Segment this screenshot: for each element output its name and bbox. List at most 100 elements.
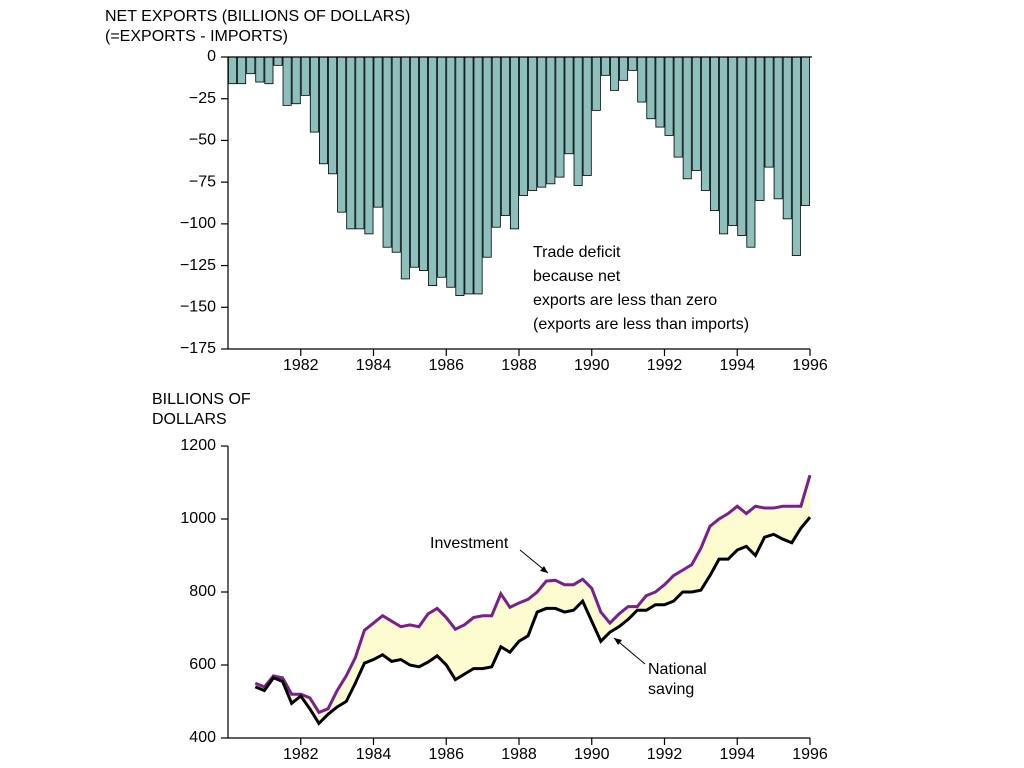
x-tick-label: 1986 <box>428 746 464 763</box>
bar <box>246 56 256 75</box>
bar <box>291 56 301 105</box>
x-tick-label: 1996 <box>792 746 828 763</box>
bar <box>728 56 738 226</box>
x-tick-label: 1982 <box>283 357 319 374</box>
x-tick-label: 1982 <box>283 746 319 763</box>
bar <box>300 56 310 96</box>
bar <box>691 56 701 171</box>
y-tick-label: −175 <box>180 340 216 357</box>
series-line <box>254 474 812 715</box>
bar <box>537 56 547 188</box>
bar <box>346 56 356 230</box>
bar <box>228 56 238 85</box>
bar <box>328 56 338 175</box>
bar <box>446 56 456 288</box>
y-tick-label: 0 <box>207 48 216 65</box>
bar <box>700 56 710 191</box>
x-tick-label: 1992 <box>647 357 683 374</box>
bar <box>482 56 492 258</box>
x-tick-label: 1992 <box>647 746 683 763</box>
bar <box>719 56 729 235</box>
y-axis-title: (=EXPORTS - IMPORTS) <box>105 28 288 45</box>
bar <box>555 56 565 178</box>
bar <box>564 56 574 155</box>
bar <box>391 56 401 253</box>
y-tick-label: 1000 <box>180 510 216 527</box>
bar <box>782 56 792 220</box>
bar <box>309 56 319 133</box>
y-tick-label: −25 <box>189 90 216 107</box>
bar <box>600 56 610 76</box>
y-tick-label: −125 <box>180 257 216 274</box>
bar <box>400 56 410 280</box>
bar <box>746 56 756 248</box>
bar <box>655 56 665 128</box>
bar <box>282 56 292 106</box>
bar <box>437 56 447 278</box>
gap-area <box>255 475 810 724</box>
bar <box>619 56 629 81</box>
bar <box>355 56 365 230</box>
annotation: Trade deficit <box>533 244 621 261</box>
bar <box>800 56 810 206</box>
x-tick-label: 1994 <box>719 746 755 763</box>
y-axis-title: DOLLARS <box>152 411 227 428</box>
bar <box>237 56 247 85</box>
bar <box>273 56 283 66</box>
bar <box>419 56 429 271</box>
bar <box>491 56 501 228</box>
y-tick-label: 600 <box>189 656 216 673</box>
bar <box>364 56 374 235</box>
x-tick-label: 1990 <box>574 357 610 374</box>
x-tick-label: 1990 <box>574 746 610 763</box>
y-tick-label: 800 <box>189 583 216 600</box>
bar <box>500 56 510 216</box>
bar <box>337 56 347 213</box>
annotation: (exports are less than imports) <box>533 316 749 333</box>
x-tick-label: 1984 <box>356 746 392 763</box>
x-tick-label: 1996 <box>792 357 828 374</box>
x-tick-label: 1994 <box>719 357 755 374</box>
bar <box>373 56 383 208</box>
y-tick-label: −75 <box>189 173 216 190</box>
bar <box>519 56 529 196</box>
bar <box>509 56 519 230</box>
y-axis-title: NET EXPORTS (BILLIONS OF DOLLARS) <box>105 8 410 25</box>
x-tick-label: 1986 <box>428 357 464 374</box>
bar <box>628 56 638 71</box>
y-tick-label: 400 <box>189 729 216 746</box>
bar <box>791 56 801 256</box>
bar <box>582 56 592 176</box>
y-tick-label: 1200 <box>180 437 216 454</box>
arrow-head <box>614 638 622 645</box>
bar <box>609 56 619 91</box>
series-label: Investment <box>430 535 509 552</box>
bar <box>673 56 683 158</box>
x-tick-label: 1988 <box>501 746 537 763</box>
bar <box>382 56 392 248</box>
bar <box>646 56 656 120</box>
x-tick-label: 1984 <box>356 357 392 374</box>
bar <box>764 56 774 168</box>
bar <box>318 56 328 165</box>
y-tick-label: −150 <box>180 299 216 316</box>
series-line <box>254 516 812 726</box>
bar <box>409 56 419 268</box>
bar <box>464 56 474 295</box>
bar <box>737 56 747 236</box>
bar <box>473 56 483 295</box>
bar <box>428 56 438 286</box>
bar <box>546 56 556 185</box>
bar <box>710 56 720 211</box>
bar <box>682 56 692 180</box>
bar <box>773 56 783 200</box>
bar <box>664 56 674 136</box>
y-tick-label: −100 <box>180 215 216 232</box>
series-label: National saving <box>648 661 707 698</box>
bar <box>255 56 265 83</box>
bar <box>591 56 601 111</box>
y-tick-label: −50 <box>189 132 216 149</box>
bar <box>455 56 465 297</box>
annotation: exports are less than zero <box>533 292 717 309</box>
